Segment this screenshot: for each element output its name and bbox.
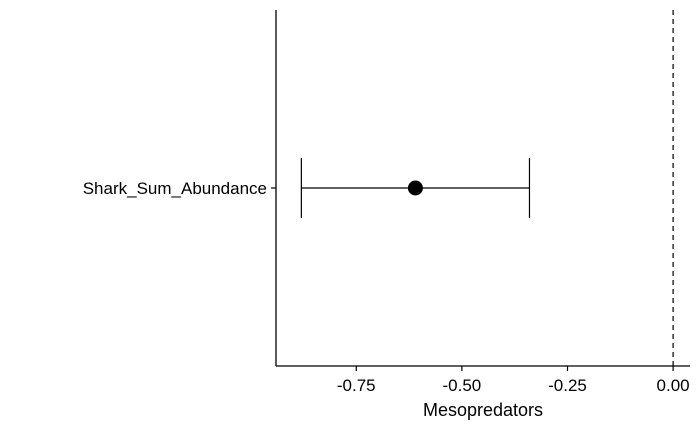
labels-layer: Mesopredators -0.75 -0.50 -0.25 0.00 Shark_S… (83, 179, 690, 420)
axes-layer (271, 10, 690, 371)
x-tick-label: -0.50 (443, 376, 482, 395)
estimate-point (407, 180, 423, 196)
x-tick-label: 0.00 (657, 376, 690, 395)
x-tick-label: -0.25 (548, 376, 587, 395)
x-tick-label: -0.75 (337, 376, 376, 395)
marks-layer (300, 158, 531, 218)
y-tick-label: Shark_Sum_Abundance (83, 179, 267, 198)
x-axis-title: Mesopredators (423, 400, 543, 420)
